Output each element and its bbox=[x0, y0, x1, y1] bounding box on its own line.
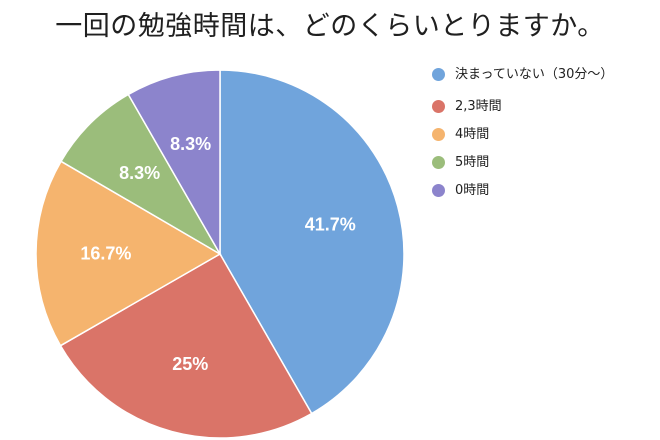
slice-value-label: 8.3% bbox=[170, 134, 211, 154]
legend-label: 決まっていない（30分〜） bbox=[455, 67, 614, 82]
legend-swatch bbox=[432, 68, 445, 81]
legend-item[interactable]: 決まっていない（30分〜） bbox=[432, 65, 657, 85]
legend-item[interactable]: 0時間 bbox=[432, 181, 657, 201]
slice-value-label: 16.7% bbox=[80, 244, 131, 264]
legend-label: 5時間 bbox=[455, 155, 490, 170]
legend-swatch bbox=[432, 100, 445, 113]
pie-slice[interactable] bbox=[60, 93, 223, 257]
chart-legend: 決まっていない（30分〜） 2,3時間 4時間 5時間 0時間 bbox=[432, 65, 657, 209]
legend-swatch bbox=[432, 156, 445, 169]
pie-slice[interactable] bbox=[219, 69, 405, 415]
legend-label: 2,3時間 bbox=[455, 99, 502, 114]
legend-item[interactable]: 5時間 bbox=[432, 153, 657, 173]
pie-slice[interactable] bbox=[35, 160, 222, 347]
chart-title: 一回の勉強時間は、どのくらいとりますか。 bbox=[55, 11, 605, 42]
legend-swatch bbox=[432, 184, 445, 197]
pie-slice[interactable] bbox=[59, 252, 313, 439]
legend-swatch bbox=[432, 128, 445, 141]
slice-value-label: 41.7% bbox=[305, 215, 356, 235]
legend-label: 0時間 bbox=[455, 183, 490, 198]
slice-value-label: 8.3% bbox=[119, 163, 160, 183]
pie-slice[interactable] bbox=[127, 69, 221, 257]
legend-label: 4時間 bbox=[455, 127, 490, 142]
slice-value-label: 25% bbox=[172, 354, 208, 374]
legend-item[interactable]: 2,3時間 bbox=[432, 97, 657, 117]
legend-item[interactable]: 4時間 bbox=[432, 125, 657, 145]
